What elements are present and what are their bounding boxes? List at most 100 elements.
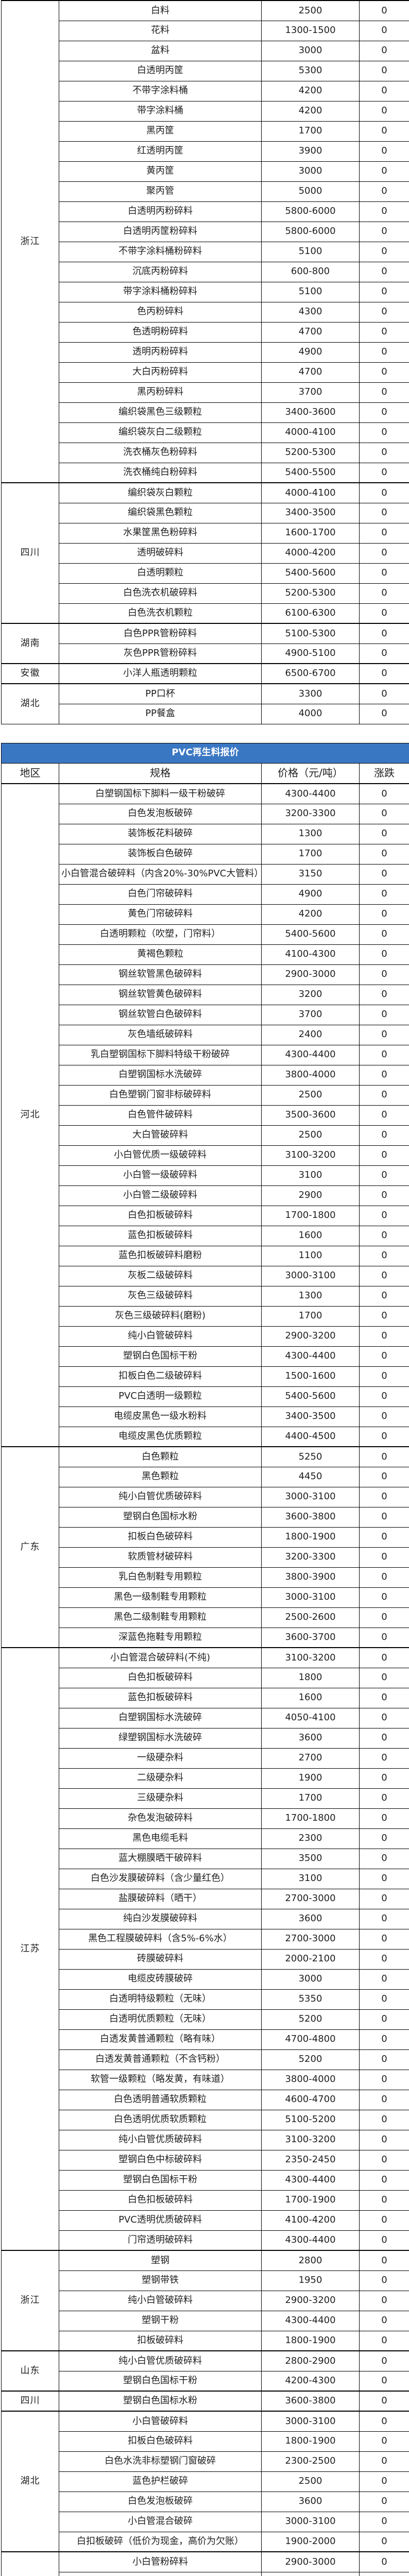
price-cell: 3900 <box>261 141 360 162</box>
table-row: 一级硬杂料 2700 0 <box>2 1748 409 1769</box>
change-cell: 0 <box>359 1768 409 1789</box>
price-cell: 5000 <box>261 181 360 202</box>
table-row: 塑钢白色国标水粉 3600-3800 0 <box>2 1506 409 1528</box>
change-cell: 0 <box>359 1185 409 1206</box>
price-cell: 3000-3100 <box>261 1587 360 1608</box>
spec-cell: 蓝大棚膜晒干破碎料 <box>59 1848 262 1869</box>
price-cell: 4300-4400 <box>261 2170 360 2191</box>
table-row: 盐膜破碎料（晒干） 2700-3000 0 <box>2 1888 409 1909</box>
table-row: 编织袋黑色三级颗粒 3400-3600 0 <box>2 402 409 423</box>
spec-cell: 扣板白色破碎料 <box>59 1527 262 1548</box>
change-cell: 0 <box>359 1707 409 1728</box>
change-cell: 0 <box>359 1788 409 1809</box>
spec-cell: 钢丝软管黄色破碎料 <box>59 984 262 1005</box>
price-cell: 1700 <box>261 121 360 142</box>
change-cell: 0 <box>359 1506 409 1528</box>
table-row: 二级硬杂料 1900 0 <box>2 1768 409 1789</box>
price-cell: 3000 <box>261 1969 360 1990</box>
price-cell: 3000-3100 <box>261 1486 360 1507</box>
change-cell: 0 <box>359 1386 409 1407</box>
spec-cell: 黄褐色颗粒 <box>59 944 262 965</box>
change-cell: 0 <box>359 2230 409 2251</box>
table-row: 白透明丙筐粉碎料 5800-6000 0 <box>2 221 409 242</box>
table-row: 黑色二级制鞋专用颗粒 2500-2600 0 <box>2 1607 409 1628</box>
region-cell: 四川 <box>1 482 59 624</box>
change-cell: 0 <box>359 80 409 101</box>
price-cell: 1600 <box>261 1225 360 1246</box>
spec-cell: 三级硬杂料 <box>59 1788 262 1809</box>
price-cell: 4000-4200 <box>261 543 360 564</box>
price-cell: 4300-4400 <box>261 1346 360 1367</box>
table-row: PP餐盒 4000 0 <box>2 703 409 724</box>
change-cell: 0 <box>359 442 409 463</box>
region-cell: 湖南 <box>1 623 59 664</box>
change-cell: 0 <box>359 2491 409 2512</box>
price-cell: 2900-3200 <box>261 2290 360 2311</box>
table-row: 四川 塑钢白色国标水粉 3600-3800 0 <box>1 2391 409 2412</box>
spec-cell: 小白管混合破碎料（内含20%-30%PVC大管料） <box>59 863 262 885</box>
price-cell: 3800-4000 <box>261 1064 360 1086</box>
price-cell: 3500 <box>261 1848 360 1869</box>
table-row: 聚丙管 5000 0 <box>2 181 409 202</box>
change-cell: 0 <box>359 2270 409 2291</box>
spec-cell: 黑色二级制鞋专用颗粒 <box>59 1607 262 1628</box>
price-cell: 4700 <box>261 362 360 383</box>
change-cell: 0 <box>359 1024 409 1045</box>
spec-cell: PP餐盒 <box>59 703 262 724</box>
table-row: 塑钢干粉 4300-4400 0 <box>2 2310 409 2331</box>
table-row: 白色洗衣机破碎料 5200-5300 0 <box>2 583 409 604</box>
change-cell: 0 <box>359 2391 409 2412</box>
change-cell: 0 <box>359 2149 409 2171</box>
table-row: 钢丝软管白色破碎料 3700 0 <box>2 1004 409 1025</box>
change-cell: 0 <box>359 1446 409 1467</box>
change-cell: 0 <box>359 1969 409 1990</box>
table-row: 四川 编织袋灰白颗粒 4000-4100 0 <box>1 482 409 624</box>
spec-cell: 白色门帘破碎料 <box>59 884 262 905</box>
price-cell: 2700-3000 <box>261 1928 360 1950</box>
price-cell: 1700-1800 <box>261 1808 360 1829</box>
change-cell: 0 <box>359 1406 409 1427</box>
table-row: 白色水洗非标塑钢门窗破碎 2300-2500 0 <box>2 2451 409 2472</box>
table-row: 电缆皮黑色一级水粉料 3400-3500 0 <box>2 1406 409 1427</box>
table-row: 黄丙筐 3000 0 <box>2 161 409 182</box>
price-cell: 4700 <box>261 321 360 343</box>
change-cell: 0 <box>359 342 409 363</box>
change-cell: 0 <box>359 221 409 242</box>
price-cell: 3400-3600 <box>261 402 360 423</box>
table-row: 杂色发泡破碎料 1700-1800 0 <box>2 1808 409 1829</box>
change-cell: 0 <box>359 2250 409 2271</box>
pp-recycled-price-table: 浙江 白料 2500 0 花料 1300-1500 0 盆料 3000 0 白透明丙筐 5300 0 不带… <box>1 0 409 724</box>
change-cell: 0 <box>359 1366 409 1387</box>
change-cell: 0 <box>359 1306 409 1327</box>
price-cell: 1700 <box>261 1306 360 1327</box>
change-cell: 0 <box>359 663 409 684</box>
spec-cell: 塑钢白色中标破碎料 <box>59 2149 262 2171</box>
change-cell: 0 <box>359 2029 409 2050</box>
table-row: 小白管二级破碎料 2900 0 <box>2 1185 409 1206</box>
spec-cell: 塑钢白色国标干粉 <box>59 1346 262 1367</box>
change-cell: 0 <box>359 2411 409 2432</box>
price-cell: 3100-3200 <box>261 1145 360 1166</box>
price-cell: 3000-3100 <box>261 2411 360 2432</box>
change-cell: 0 <box>359 823 409 844</box>
table-row: 软质管材破碎料 3200-3300 0 <box>2 1547 409 1568</box>
table-row: 纯小白管优质破碎料 3000-3100 0 <box>2 1486 409 1507</box>
table-row: 蓝色护栏破碎 2500 0 <box>2 2471 409 2492</box>
spec-cell: 白塑钢国标下脚料一级干粉破碎 <box>59 783 262 804</box>
table-row: 安徽 小洋人瓶透明颗粒 6500-6700 0 <box>1 663 409 684</box>
column-header-change: 涨跌 <box>359 762 409 784</box>
table-row: 黑丙筐 1700 0 <box>2 121 409 142</box>
spec-cell: 装饰板白色破碎 <box>59 843 262 865</box>
spec-cell: 塑钢白色国标干粉 <box>59 2170 262 2191</box>
table-row: 湖北 PP口杯 3300 0 <box>1 683 409 724</box>
price-cell: 5800-6000 <box>261 201 360 222</box>
change-cell: 0 <box>359 1105 409 1126</box>
table-row: 带字涂料桶粉碎料 5100 0 <box>2 281 409 302</box>
table-row: 洗衣桶灰色粉碎料 5200-5300 0 <box>2 442 409 463</box>
change-cell: 0 <box>359 1004 409 1025</box>
change-cell: 0 <box>359 2330 409 2351</box>
table-row: 乳白塑钢国标下脚料特级干粉破碎 4300-4400 0 <box>2 1044 409 1065</box>
price-cell: 2300 <box>261 1828 360 1849</box>
price-cell: 5100-5300 <box>261 623 360 644</box>
change-cell: 0 <box>359 543 409 564</box>
